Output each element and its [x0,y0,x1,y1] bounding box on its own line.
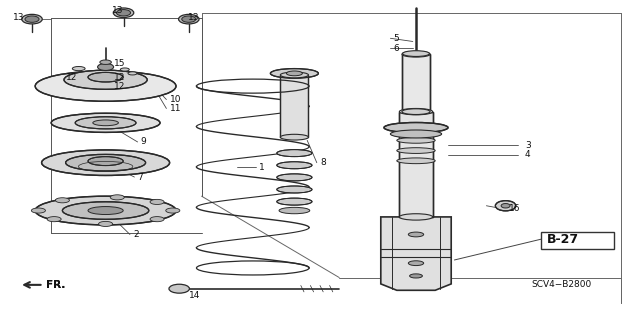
Text: 13: 13 [188,13,199,22]
Ellipse shape [66,154,146,171]
Text: 1: 1 [259,163,265,172]
Ellipse shape [42,150,170,175]
Ellipse shape [287,71,303,76]
Ellipse shape [182,16,196,22]
Text: 2: 2 [133,230,139,239]
Ellipse shape [397,148,435,153]
Text: SCV4−B2800: SCV4−B2800 [531,280,591,289]
Ellipse shape [76,117,136,129]
Ellipse shape [390,130,442,138]
Text: 9: 9 [141,137,147,146]
Text: 11: 11 [170,104,181,113]
Text: 4: 4 [525,150,531,159]
Ellipse shape [280,72,308,78]
Ellipse shape [88,72,124,82]
Ellipse shape [64,70,147,89]
Ellipse shape [35,71,176,101]
Ellipse shape [277,186,312,193]
Text: 3: 3 [525,141,531,150]
Ellipse shape [128,72,137,75]
Ellipse shape [399,214,433,220]
Ellipse shape [51,113,160,132]
Text: 12: 12 [114,73,125,82]
Ellipse shape [397,137,435,143]
Polygon shape [381,217,451,290]
Text: FR.: FR. [46,280,65,290]
Text: 16: 16 [509,204,520,213]
Ellipse shape [403,51,429,56]
Ellipse shape [399,108,433,115]
Bar [399,112,433,217]
Ellipse shape [166,208,180,213]
Ellipse shape [88,207,124,214]
Text: 12: 12 [114,82,125,91]
Text: 13: 13 [13,13,24,22]
Ellipse shape [384,122,448,133]
Ellipse shape [150,199,164,204]
Ellipse shape [93,120,118,126]
Ellipse shape [501,204,510,208]
Text: 12: 12 [66,73,77,82]
Text: 5: 5 [394,34,399,43]
Text: B-27: B-27 [547,234,579,246]
Bar [280,75,308,137]
Ellipse shape [99,221,113,226]
Ellipse shape [63,202,149,219]
Bar [280,75,308,137]
Ellipse shape [116,10,131,16]
Ellipse shape [98,63,114,70]
Ellipse shape [495,201,516,211]
Ellipse shape [47,217,61,222]
Text: 7: 7 [138,173,143,182]
Bar [399,112,433,217]
Ellipse shape [279,207,310,214]
Text: 13: 13 [112,6,124,15]
Ellipse shape [22,14,42,24]
Ellipse shape [110,195,124,200]
Ellipse shape [408,261,424,265]
Ellipse shape [280,134,308,140]
Text: 8: 8 [320,158,326,167]
Text: 6: 6 [394,44,399,53]
Ellipse shape [397,158,435,164]
Ellipse shape [100,60,111,64]
Ellipse shape [277,162,312,169]
Ellipse shape [271,69,319,78]
Text: FR.: FR. [46,280,65,290]
Ellipse shape [72,66,85,70]
Ellipse shape [169,284,189,293]
Ellipse shape [179,14,199,24]
Ellipse shape [402,109,430,115]
Ellipse shape [277,174,312,181]
Text: 15: 15 [114,59,125,68]
Ellipse shape [113,8,134,18]
Bar [402,54,430,112]
Ellipse shape [120,68,129,71]
Ellipse shape [150,217,164,222]
Ellipse shape [35,196,176,225]
Ellipse shape [410,274,422,278]
Ellipse shape [56,198,70,203]
Ellipse shape [277,198,312,205]
Ellipse shape [31,208,45,213]
Text: 10: 10 [170,95,181,104]
Text: 14: 14 [189,291,200,300]
Ellipse shape [25,16,39,22]
Ellipse shape [408,232,424,237]
Ellipse shape [402,51,430,57]
Ellipse shape [277,150,312,157]
Ellipse shape [88,157,124,166]
Bar [541,232,614,249]
Bar [402,54,430,112]
